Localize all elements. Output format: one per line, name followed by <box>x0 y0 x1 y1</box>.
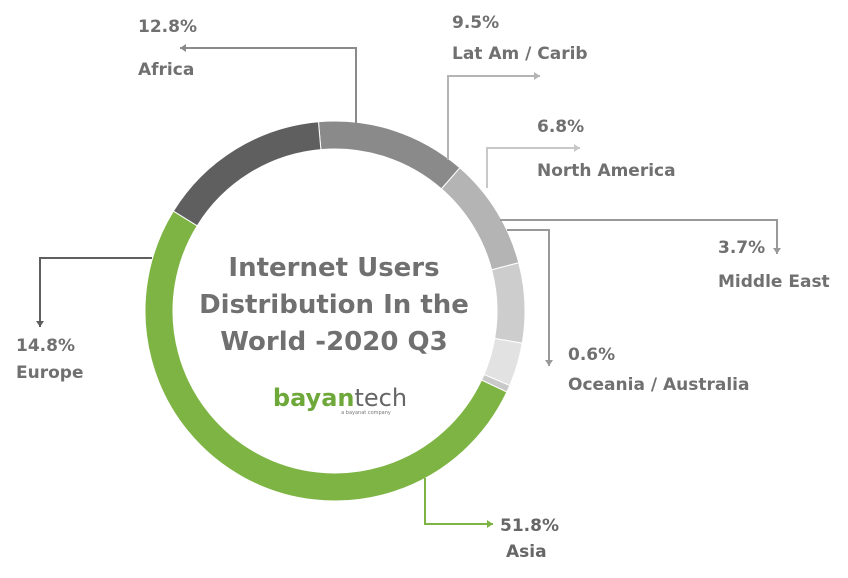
arrow-north-america <box>574 144 580 152</box>
slice-label-lat-am-carib: Lat Am / Carib <box>452 44 588 64</box>
slice-africa <box>317 120 461 190</box>
slice-value-lat-am-carib: 9.5% <box>452 13 499 33</box>
leader-line-asia <box>424 478 493 525</box>
slice-value-asia: 51.8% <box>500 516 559 536</box>
slice-label-middle-east: Middle East <box>718 272 830 292</box>
slice-value-africa: 12.8% <box>138 17 197 37</box>
slice-label-europe: Europe <box>16 363 83 383</box>
slice-asia <box>144 210 508 502</box>
arrow-africa <box>180 44 186 52</box>
slice-north-america <box>491 262 526 344</box>
leader-line-middle-east <box>500 219 778 254</box>
leader-line-africa <box>180 47 357 126</box>
arrow-asia <box>487 520 493 528</box>
center-title-line-1: Internet Users <box>228 253 439 283</box>
logo-part-2: tech <box>354 384 407 412</box>
arrow-lat-am-carib <box>534 72 540 80</box>
logo-tagline: a bayanat company <box>341 410 391 416</box>
leader-line-oceania-australia <box>507 229 550 366</box>
leader-line-europe <box>39 257 152 327</box>
logo: bayantech a bayanat company <box>273 384 407 416</box>
center-title: Internet Users Distribution In the World… <box>199 253 469 357</box>
svg-text:bayantech: bayantech <box>273 384 407 412</box>
slice-value-north-america: 6.8% <box>537 117 584 137</box>
slice-label-oceania-australia: Oceania / Australia <box>568 375 749 395</box>
leader-line-north-america <box>486 147 580 188</box>
arrow-europe <box>36 321 44 327</box>
arrow-oceania-australia <box>545 360 553 366</box>
slice-label-asia: Asia <box>506 542 547 562</box>
center-title-line-2: Distribution In the <box>199 290 469 320</box>
slice-value-oceania-australia: 0.6% <box>568 345 615 365</box>
arrow-middle-east <box>773 248 781 254</box>
slice-value-middle-east: 3.7% <box>718 238 765 258</box>
center-title-line-3: World -2020 Q3 <box>220 327 447 357</box>
slice-label-north-america: North America <box>537 161 676 181</box>
logo-part-1: bayan <box>273 384 355 412</box>
slice-value-europe: 14.8% <box>16 336 75 356</box>
slice-lat-am-carib <box>440 167 520 271</box>
slice-europe <box>172 121 322 227</box>
leader-line-lat-am-carib <box>447 75 540 160</box>
slice-label-africa: Africa <box>138 60 194 80</box>
